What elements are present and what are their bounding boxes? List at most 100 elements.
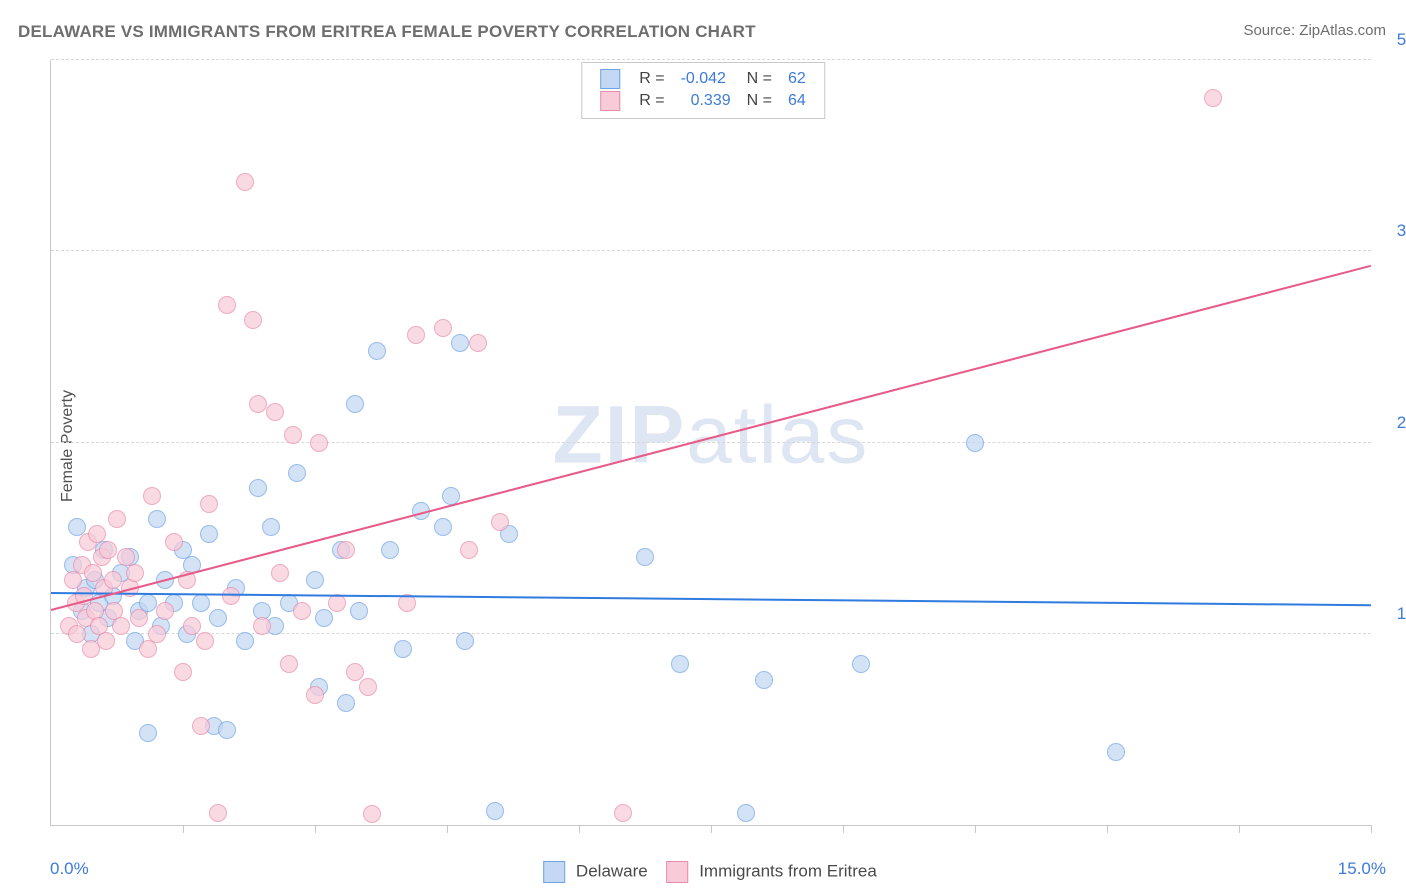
x-axis-min-label: 0.0%	[50, 859, 89, 879]
label-N: N =	[739, 68, 780, 90]
data-point	[271, 564, 289, 582]
data-point	[306, 571, 324, 589]
legend-label-eritrea: Immigrants from Eritrea	[699, 861, 877, 880]
data-point	[381, 541, 399, 559]
gridline	[51, 250, 1371, 251]
data-point	[130, 609, 148, 627]
data-point	[328, 594, 346, 612]
data-point	[460, 541, 478, 559]
label-R: R =	[631, 68, 672, 90]
data-point	[434, 518, 452, 536]
data-point	[126, 564, 144, 582]
data-point	[407, 326, 425, 344]
data-point	[183, 617, 201, 635]
data-point	[346, 395, 364, 413]
trend-line	[51, 592, 1371, 606]
x-tick	[975, 825, 976, 833]
data-point	[104, 571, 122, 589]
data-point	[88, 525, 106, 543]
y-tick-label: 37.5%	[1397, 221, 1406, 241]
x-axis-max-label: 15.0%	[1338, 859, 1386, 879]
data-point	[236, 632, 254, 650]
data-point	[143, 487, 161, 505]
data-point	[394, 640, 412, 658]
data-point	[337, 541, 355, 559]
data-point	[346, 663, 364, 681]
data-point	[363, 805, 381, 823]
data-point	[249, 395, 267, 413]
data-point	[112, 617, 130, 635]
legend-swatch-eritrea	[666, 861, 688, 883]
data-point	[434, 319, 452, 337]
data-point	[737, 804, 755, 822]
x-tick	[843, 825, 844, 833]
gridline	[51, 59, 1371, 60]
data-point	[1107, 743, 1125, 761]
data-point	[262, 518, 280, 536]
x-tick	[315, 825, 316, 833]
source-label: Source: ZipAtlas.com	[1243, 22, 1386, 39]
data-point	[288, 464, 306, 482]
data-point	[244, 311, 262, 329]
legend-stats: R = -0.042 N = 62 R = 0.339 N = 64	[581, 62, 825, 119]
value-R-eritrea: 0.339	[673, 90, 739, 112]
gridline	[51, 442, 1371, 443]
data-point	[456, 632, 474, 650]
data-point	[1204, 89, 1222, 107]
data-point	[209, 804, 227, 822]
x-tick	[711, 825, 712, 833]
data-point	[64, 571, 82, 589]
watermark: ZIPatlas	[553, 388, 870, 482]
data-point	[99, 541, 117, 559]
x-tick	[1371, 825, 1372, 833]
legend-label-delaware: Delaware	[576, 861, 648, 880]
data-point	[218, 721, 236, 739]
y-tick-label: 50.0%	[1397, 30, 1406, 50]
data-point	[68, 625, 86, 643]
data-point	[108, 510, 126, 528]
x-tick	[447, 825, 448, 833]
data-point	[174, 663, 192, 681]
y-tick-label: 12.5%	[1397, 604, 1406, 624]
y-tick-label: 25.0%	[1397, 413, 1406, 433]
legend-swatch-delaware	[543, 861, 565, 883]
value-R-delaware: -0.042	[673, 68, 739, 90]
chart-title: DELAWARE VS IMMIGRANTS FROM ERITREA FEMA…	[18, 22, 756, 42]
data-point	[337, 694, 355, 712]
data-point	[469, 334, 487, 352]
data-point	[192, 594, 210, 612]
legend-stats-row: R = -0.042 N = 62	[592, 68, 814, 90]
data-point	[209, 609, 227, 627]
data-point	[280, 655, 298, 673]
data-point	[139, 724, 157, 742]
data-point	[218, 296, 236, 314]
legend-swatch-eritrea	[600, 91, 620, 111]
data-point	[192, 717, 210, 735]
data-point	[755, 671, 773, 689]
data-point	[306, 686, 324, 704]
x-tick	[1239, 825, 1240, 833]
data-point	[97, 632, 115, 650]
x-tick	[579, 825, 580, 833]
legend-swatch-delaware	[600, 69, 620, 89]
data-point	[350, 602, 368, 620]
x-tick	[183, 825, 184, 833]
data-point	[451, 334, 469, 352]
data-point	[139, 640, 157, 658]
data-point	[156, 602, 174, 620]
label-R: R =	[631, 90, 672, 112]
data-point	[165, 533, 183, 551]
data-point	[368, 342, 386, 360]
data-point	[284, 426, 302, 444]
label-N: N =	[739, 90, 780, 112]
data-point	[491, 513, 509, 531]
data-point	[359, 678, 377, 696]
data-point	[196, 632, 214, 650]
data-point	[249, 479, 267, 497]
data-point	[293, 602, 311, 620]
data-point	[966, 434, 984, 452]
data-point	[148, 625, 166, 643]
data-point	[310, 434, 328, 452]
data-point	[671, 655, 689, 673]
value-N-eritrea: 64	[780, 90, 814, 112]
